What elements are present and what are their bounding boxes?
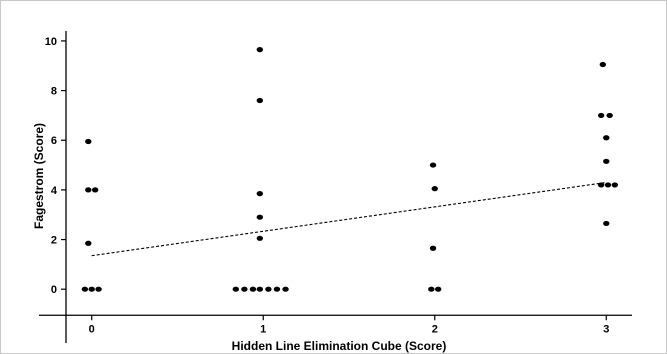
y-tick-label: 10 xyxy=(45,36,57,48)
y-tick-label: 0 xyxy=(51,284,57,296)
trendline-group xyxy=(91,181,607,257)
x-tick-label: 0 xyxy=(89,323,95,335)
data-point xyxy=(256,191,264,197)
data-point xyxy=(603,158,610,164)
y-tick-label: 4 xyxy=(51,185,58,197)
y-tick-label: 8 xyxy=(51,86,57,98)
data-point xyxy=(241,286,248,292)
x-axis-ticks: 0 1 2 3 xyxy=(89,315,609,335)
y-axis-title: Fagestrom (Score) xyxy=(32,123,46,229)
data-point xyxy=(85,187,92,193)
data-point xyxy=(256,286,264,292)
y-tick-label: 6 xyxy=(51,135,57,147)
data-point xyxy=(611,182,619,188)
data-point xyxy=(606,112,613,119)
data-point xyxy=(81,286,89,292)
data-point xyxy=(603,220,610,227)
data-point xyxy=(256,214,264,220)
data-point xyxy=(256,97,264,104)
data-point xyxy=(434,286,442,292)
data-point xyxy=(256,47,264,53)
y-tick-label: 2 xyxy=(51,235,57,247)
data-point xyxy=(95,286,102,292)
data-point xyxy=(91,187,99,193)
data-point xyxy=(428,286,435,292)
data-point xyxy=(249,286,257,292)
data-point xyxy=(597,182,605,188)
data-point xyxy=(85,138,92,145)
data-point xyxy=(599,61,607,68)
data-point xyxy=(85,240,92,246)
data-point xyxy=(604,182,612,188)
data-point xyxy=(273,286,281,292)
data-point xyxy=(256,235,264,241)
x-axis-title: Hidden Line Elimination Cube (Score) xyxy=(232,339,447,353)
x-tick-label: 2 xyxy=(432,323,438,335)
data-point xyxy=(429,162,437,168)
data-point xyxy=(429,245,437,251)
data-point xyxy=(603,135,610,141)
data-points xyxy=(81,47,619,292)
data-point xyxy=(282,286,289,292)
trendline xyxy=(91,181,607,257)
axes xyxy=(39,31,632,343)
y-axis-ticks: 0 2 4 6 8 10 xyxy=(45,36,66,296)
data-point xyxy=(597,112,605,119)
x-tick-label: 1 xyxy=(260,323,266,335)
data-point xyxy=(431,186,438,192)
data-point xyxy=(265,286,272,292)
x-tick-label: 3 xyxy=(603,323,609,335)
data-point xyxy=(232,286,239,292)
data-point xyxy=(88,286,95,292)
